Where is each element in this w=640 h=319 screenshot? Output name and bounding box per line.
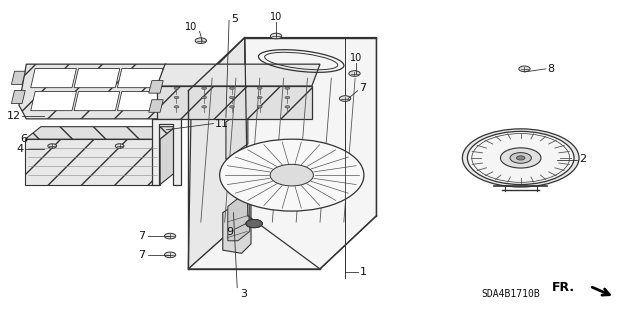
Polygon shape — [117, 69, 163, 88]
Text: 1: 1 — [360, 267, 367, 277]
Polygon shape — [223, 200, 251, 253]
Text: 4: 4 — [16, 144, 23, 153]
Text: 7: 7 — [359, 83, 366, 93]
Polygon shape — [74, 69, 120, 88]
Polygon shape — [19, 64, 166, 119]
Polygon shape — [148, 81, 163, 93]
Circle shape — [229, 96, 234, 99]
Text: 9: 9 — [227, 227, 234, 237]
Polygon shape — [25, 127, 176, 139]
Polygon shape — [12, 90, 25, 104]
Text: 10: 10 — [186, 22, 198, 32]
Circle shape — [174, 106, 179, 108]
Circle shape — [339, 96, 351, 101]
Circle shape — [246, 219, 262, 228]
Text: 6: 6 — [20, 134, 27, 144]
Text: 11: 11 — [215, 119, 229, 129]
Text: 7: 7 — [138, 250, 146, 260]
Text: FR.: FR. — [552, 280, 575, 293]
Circle shape — [271, 33, 282, 39]
Text: 2: 2 — [579, 154, 586, 165]
Circle shape — [174, 87, 179, 89]
Text: 12: 12 — [6, 111, 21, 121]
Polygon shape — [157, 64, 320, 86]
Polygon shape — [191, 38, 376, 91]
Polygon shape — [188, 38, 248, 269]
Text: 3: 3 — [240, 289, 246, 299]
Polygon shape — [31, 69, 76, 88]
Circle shape — [285, 106, 290, 108]
Text: SDA4B1710B: SDA4B1710B — [482, 289, 541, 299]
Circle shape — [202, 87, 207, 89]
Polygon shape — [188, 38, 376, 269]
Text: 7: 7 — [138, 231, 146, 241]
Circle shape — [516, 156, 525, 160]
Circle shape — [462, 129, 579, 187]
Polygon shape — [160, 127, 176, 184]
Circle shape — [246, 219, 262, 228]
Circle shape — [349, 71, 360, 76]
Polygon shape — [12, 71, 25, 85]
Polygon shape — [117, 92, 163, 111]
Circle shape — [270, 164, 314, 186]
Circle shape — [202, 96, 207, 99]
Text: 5: 5 — [231, 14, 238, 24]
Polygon shape — [152, 119, 180, 184]
Polygon shape — [228, 197, 250, 241]
Circle shape — [174, 96, 179, 99]
Polygon shape — [148, 100, 163, 112]
Circle shape — [285, 87, 290, 89]
Circle shape — [202, 106, 207, 108]
Text: 8: 8 — [548, 64, 555, 74]
Polygon shape — [226, 106, 248, 160]
Circle shape — [164, 233, 176, 239]
Circle shape — [195, 38, 207, 43]
Text: 10: 10 — [270, 12, 282, 22]
Circle shape — [500, 148, 541, 168]
Circle shape — [510, 152, 531, 163]
Circle shape — [472, 134, 570, 182]
Circle shape — [246, 219, 262, 228]
Circle shape — [257, 87, 262, 89]
Circle shape — [285, 96, 290, 99]
Text: 10: 10 — [350, 53, 362, 63]
Circle shape — [229, 106, 234, 108]
Circle shape — [257, 106, 262, 108]
Circle shape — [467, 131, 574, 184]
Circle shape — [519, 66, 530, 72]
Polygon shape — [25, 139, 160, 184]
Polygon shape — [157, 86, 312, 119]
Circle shape — [115, 144, 124, 148]
Circle shape — [164, 252, 176, 258]
Circle shape — [229, 87, 234, 89]
Polygon shape — [74, 92, 120, 111]
Circle shape — [220, 139, 364, 211]
Circle shape — [48, 144, 56, 148]
Polygon shape — [31, 92, 76, 111]
Circle shape — [257, 96, 262, 99]
